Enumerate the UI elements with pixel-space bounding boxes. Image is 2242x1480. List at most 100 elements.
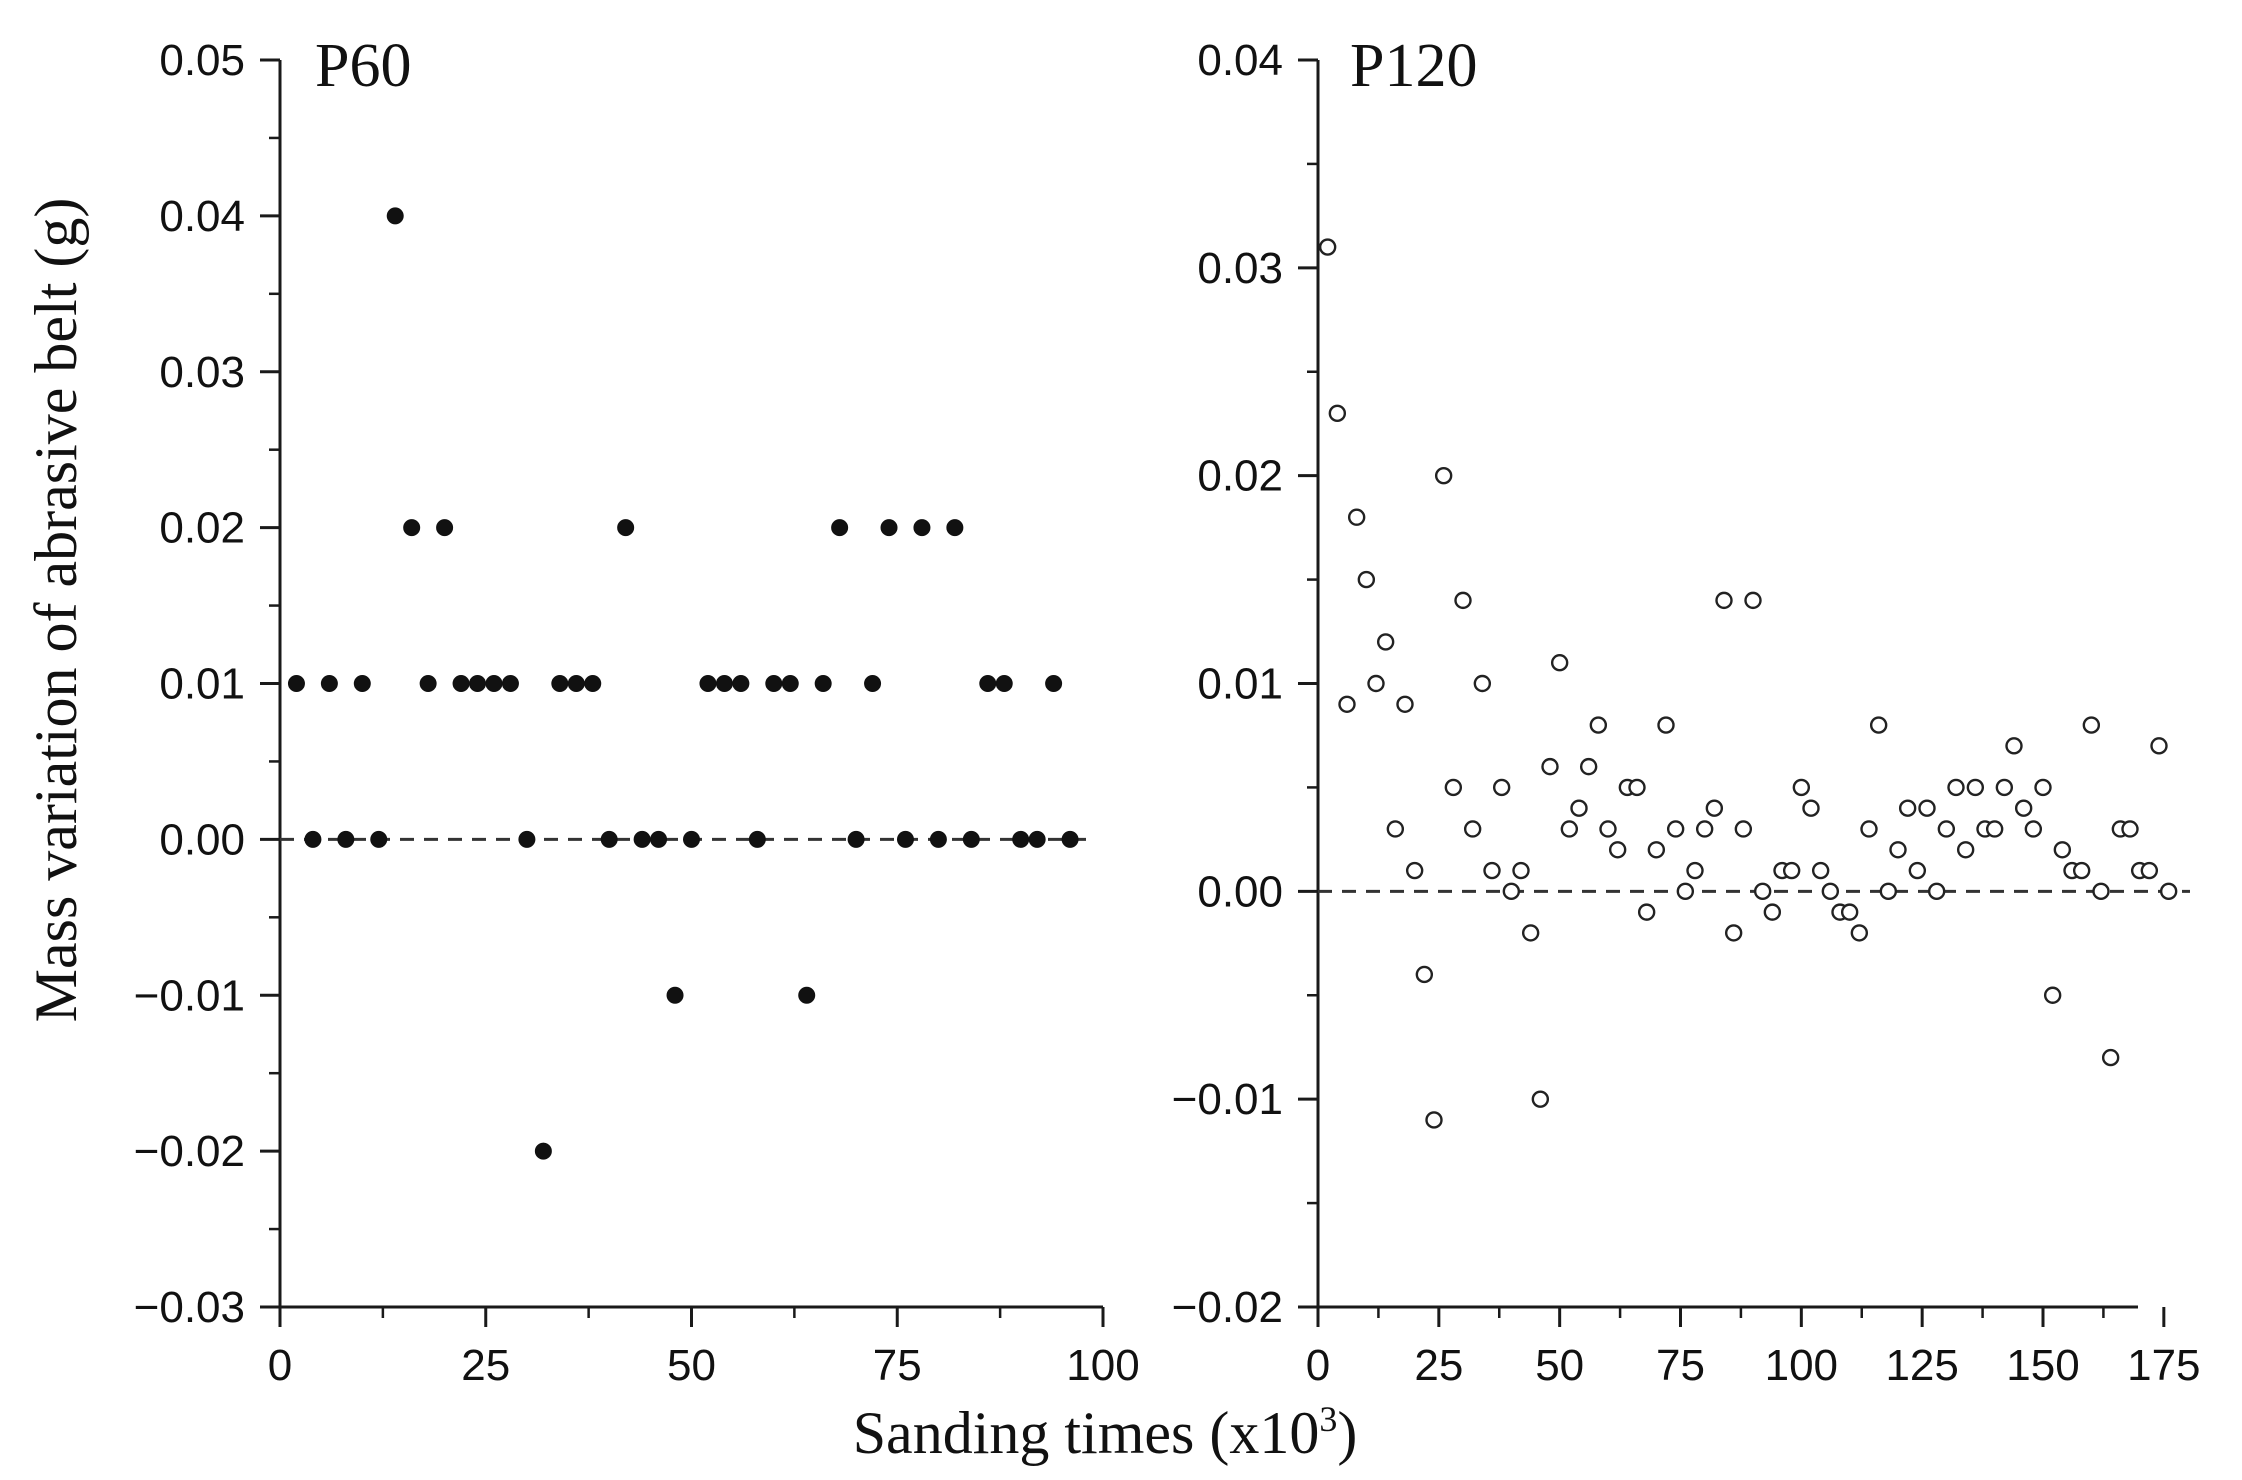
p120-data-point — [2121, 820, 2139, 838]
p120-data-point — [1763, 903, 1782, 921]
p60-data-point — [600, 830, 618, 848]
p60-data-point — [567, 675, 585, 692]
p60-data-point — [650, 830, 668, 848]
p120-data-point — [1628, 778, 1646, 797]
p120-data-point — [1840, 903, 1859, 921]
p120-data-point — [1918, 799, 1936, 817]
p60-data-point — [715, 675, 733, 692]
p120-data-point — [1705, 799, 1724, 817]
p120-data-point — [1695, 820, 1714, 838]
p120-data-point — [1927, 882, 1946, 901]
p120-x-tick-label: 25 — [1414, 1341, 1463, 1390]
p120-data-point — [2159, 882, 2178, 901]
p60-data-point — [913, 519, 931, 537]
p60-data-point — [353, 675, 371, 692]
p120-data-point — [1937, 820, 1956, 838]
p60-y-tick-label: 0.00 — [159, 815, 245, 864]
p120-data-point — [1608, 841, 1627, 859]
p60-data-point — [699, 675, 717, 692]
p60-data-point — [946, 519, 964, 537]
p60-data-point — [1061, 830, 1079, 848]
p120-data-point — [1879, 882, 1898, 901]
x-axis-title-main: Sanding times (x10 — [853, 1400, 1320, 1466]
p120-data-point — [1734, 820, 1753, 838]
p120-y-tick-label: 0.04 — [1197, 36, 1283, 85]
p60-data-point — [995, 675, 1013, 692]
p120-data-point — [1724, 924, 1743, 942]
p120-x-tick-label: 175 — [2127, 1341, 2200, 1390]
p120-data-point — [1753, 882, 1772, 901]
p120-data-point — [1686, 861, 1704, 880]
p60-plot: −0.03 −0.02 −0.01 0.00 0.01 0.02 0.03 0.04 0.05 0… — [134, 32, 1140, 1390]
p120-data-point — [1425, 1111, 1443, 1129]
p120-x-tick-label: 125 — [1885, 1341, 1958, 1390]
p60-data-point — [864, 675, 882, 692]
p60-data-point — [320, 675, 338, 692]
p120-data-point — [1821, 882, 1840, 901]
p60-y-tick-label: 0.05 — [159, 36, 245, 85]
p120-data-point — [2043, 986, 2062, 1004]
p60-data-point — [501, 675, 519, 692]
y-axis-title: Mass variation of abrasive belt (g) — [23, 198, 89, 1023]
p120-data-point — [1318, 238, 1337, 256]
p60-data-point — [370, 830, 388, 848]
p60-data-point — [452, 675, 470, 692]
p60-data-point — [518, 830, 536, 848]
p120-data-point — [1589, 716, 1608, 734]
p120-data-point — [1560, 820, 1579, 838]
p120-data-point — [1454, 591, 1472, 610]
p120-data-point — [1792, 778, 1811, 797]
p60-data-point — [814, 675, 832, 692]
p120-panel-title: P120 — [1350, 32, 1477, 100]
p60-y-tick-label: −0.02 — [134, 1127, 245, 1176]
p120-data-point — [1744, 591, 1762, 610]
p120-data-point — [2092, 882, 2110, 901]
p60-data-point — [781, 675, 799, 692]
p60-data-point — [617, 519, 635, 537]
p60-data-point — [1045, 675, 1063, 692]
p120-data-point — [1347, 508, 1366, 526]
p60-x-tick-label: 100 — [1066, 1341, 1139, 1390]
p60-data-point — [683, 830, 700, 848]
p60-data-point — [633, 830, 651, 848]
p60-data-point — [929, 830, 947, 848]
p120-data-point — [1473, 674, 1492, 693]
p120-data-point — [1512, 861, 1530, 880]
p120-data-point — [2024, 820, 2043, 838]
p120-data-point — [1386, 820, 1405, 838]
p120-data-point — [1483, 861, 1501, 880]
p120-data-point — [2101, 1048, 2120, 1067]
p120-y-tick-label: −0.02 — [1172, 1283, 1283, 1332]
p120-x-tick-label: 150 — [2006, 1341, 2079, 1390]
p120-data-point — [1415, 965, 1434, 984]
p120-data-point — [1367, 674, 1385, 693]
p60-data-point — [287, 675, 305, 692]
p120-data-point — [2072, 861, 2091, 880]
p120-data-point — [1985, 820, 2004, 838]
p60-data-point — [469, 675, 487, 692]
p120-data-point — [1947, 778, 1965, 797]
p120-data-point — [1908, 861, 1927, 880]
p60-data-point — [304, 830, 322, 848]
p60-data-point — [584, 675, 602, 692]
p120-data-point — [1811, 861, 1830, 880]
p120-data-point — [1676, 882, 1695, 901]
p60-data-point — [732, 675, 750, 692]
p120-data-point — [1328, 404, 1347, 423]
p60-data-point — [896, 830, 914, 848]
p60-data-point — [880, 519, 898, 537]
p120-data-point — [1541, 757, 1559, 776]
p120-data-point — [2053, 841, 2072, 859]
p120-data-point — [2082, 716, 2101, 734]
p60-x-tick-label: 50 — [667, 1341, 716, 1390]
p120-data-point — [1966, 778, 1985, 797]
p120-data-point — [1376, 633, 1395, 651]
p120-data-point — [2034, 778, 2052, 797]
p120-data-point — [1357, 570, 1376, 589]
p60-data-point — [436, 519, 454, 537]
p60-data-point — [337, 830, 355, 848]
p120-y-tick-label: 0.01 — [1197, 660, 1283, 709]
p120-data-point — [1889, 841, 1907, 859]
x-axis-title-end: ) — [1337, 1400, 1357, 1466]
